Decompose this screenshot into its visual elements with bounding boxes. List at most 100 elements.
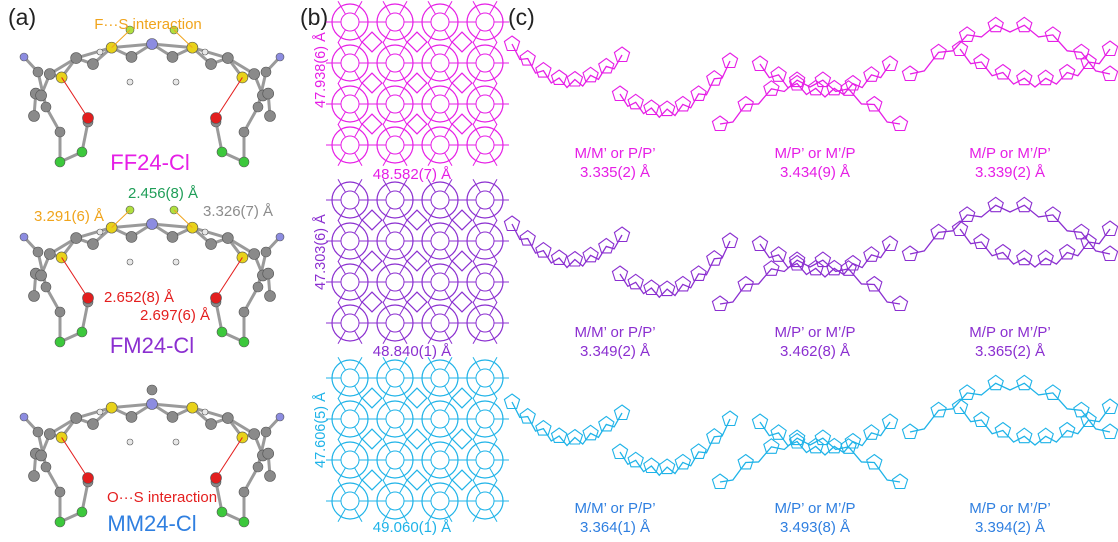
dimer-2-chain-b	[759, 243, 891, 278]
packing-spoke	[444, 248, 453, 263]
packing-node	[451, 428, 473, 450]
packing-spoke	[337, 111, 346, 126]
packing-spoke	[354, 426, 363, 441]
carbon-atom	[262, 87, 275, 100]
dimer-ring	[519, 407, 536, 424]
fs-contact-line	[111, 29, 131, 48]
packing-spoke	[337, 219, 346, 234]
dimer-ring	[973, 411, 990, 428]
dimer-ring	[1044, 384, 1062, 400]
distance-green: 2.456(8) Å	[128, 185, 199, 202]
packing-spoke	[444, 219, 453, 234]
packing-spoke	[489, 438, 498, 453]
packing-spoke	[382, 178, 391, 193]
packing-spoke	[427, 178, 436, 193]
dimer-ring	[611, 443, 629, 460]
packing-spoke	[472, 356, 481, 371]
packing-spoke	[337, 29, 346, 44]
fm24-cl-name: FM24-Cl	[109, 333, 195, 358]
carbon-atom	[70, 52, 82, 64]
packing-spoke	[444, 289, 453, 304]
packing-spoke	[444, 0, 453, 15]
packing-spoke	[399, 301, 408, 316]
bond	[190, 406, 230, 420]
dimer-3-chain-a	[909, 382, 1111, 433]
os-contact-line	[215, 257, 243, 299]
packing-spoke	[427, 301, 436, 316]
dimer-ring	[1080, 233, 1097, 250]
packing-spoke	[444, 29, 453, 44]
packing-spoke	[444, 82, 453, 97]
dimer-ring	[611, 265, 629, 282]
packing-spoke	[472, 0, 481, 15]
packing-spoke	[444, 70, 453, 85]
packing-mm24-cl	[326, 356, 509, 523]
packing-spoke	[489, 479, 498, 494]
dimer-ring	[840, 438, 857, 454]
dimer-ring	[951, 220, 969, 237]
packing-spoke	[337, 289, 346, 304]
carbon-atom	[40, 101, 52, 113]
packing-node	[406, 291, 428, 313]
mm-dimer-2-caption: M/P’ or M’/P 3.493(8) Å	[774, 500, 856, 536]
nitrogen-atom	[19, 232, 29, 242]
dimer-ring	[1016, 427, 1033, 444]
packing-spoke	[382, 29, 391, 44]
fs-interaction-label: F···S interaction	[94, 16, 202, 33]
dimer-ring	[1016, 16, 1033, 33]
packing-spoke	[337, 467, 346, 482]
packing-spoke	[399, 82, 408, 97]
packing-spoke	[472, 397, 481, 412]
dimer-ring	[598, 57, 615, 74]
packing-spoke	[382, 289, 391, 304]
packing-spoke	[354, 397, 363, 412]
dimer-ring	[503, 215, 521, 232]
carbon-atom	[260, 246, 272, 258]
hydrogen-atom	[96, 408, 104, 416]
packing-spoke	[399, 219, 408, 234]
hydrogen-atom	[96, 48, 104, 56]
dimer-ring	[951, 40, 969, 57]
carbon-atom	[205, 58, 217, 70]
packing-spoke	[472, 289, 481, 304]
dimer-ring	[866, 95, 883, 112]
packing-spoke	[472, 508, 481, 523]
dimer-ring	[1044, 26, 1062, 42]
packing-spoke	[472, 260, 481, 275]
packing-spoke	[354, 178, 363, 193]
molecule-fm24-cl	[19, 205, 285, 348]
dimer-2-chain-b	[759, 63, 891, 98]
dimer-ring	[1037, 427, 1054, 444]
dimer-ring	[566, 250, 584, 267]
dimer-ring	[788, 432, 806, 449]
packing-spoke	[382, 123, 391, 138]
hydrogen-atom	[126, 78, 134, 86]
dimer-ring	[643, 457, 660, 474]
dimer-ring	[1101, 40, 1118, 57]
carbon-atom	[44, 68, 56, 80]
carbon-atom	[35, 449, 47, 462]
packing-spoke	[354, 385, 363, 400]
packing-spoke	[337, 70, 346, 85]
bond	[110, 42, 154, 50]
carbon-atom	[264, 110, 276, 122]
dimer-ring	[987, 16, 1004, 33]
dimer-ring	[535, 61, 552, 78]
dimer-ring	[901, 65, 919, 82]
nitrogen-atom	[19, 412, 29, 422]
packing-spoke	[489, 508, 498, 523]
packing-spoke	[337, 82, 346, 97]
dimer-ring	[866, 453, 883, 470]
dimer-ring	[550, 69, 568, 85]
carbon-atom	[260, 426, 272, 438]
bond	[36, 70, 48, 109]
carbon-atom	[28, 110, 40, 122]
dimer-ring	[881, 235, 899, 252]
dimer-ring	[706, 250, 723, 266]
dimer-ring	[674, 95, 692, 112]
fs-contact-line	[173, 29, 193, 48]
packing-spoke	[472, 438, 481, 453]
dimer-ring	[763, 260, 780, 276]
packing-spoke	[489, 289, 498, 304]
carbon-atom	[222, 232, 234, 244]
